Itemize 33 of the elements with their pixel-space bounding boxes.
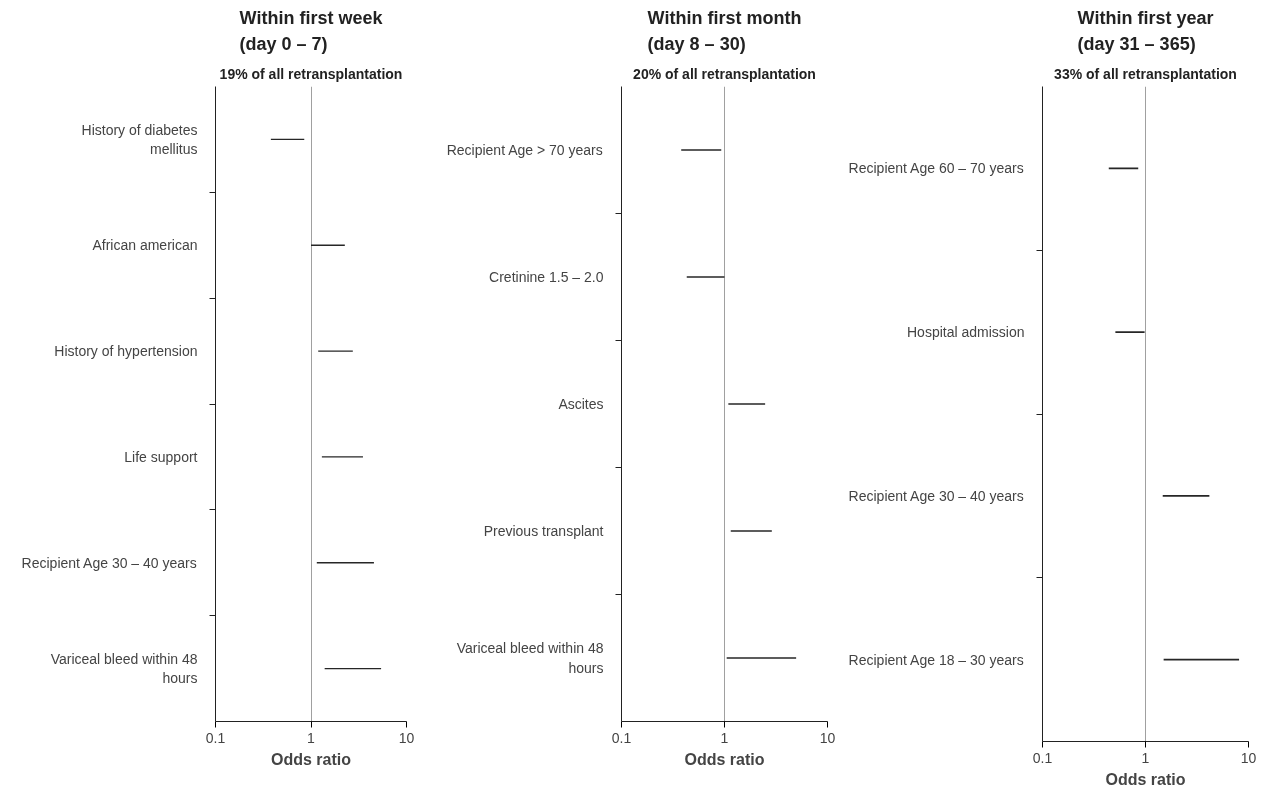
y-tick-label: Previous transplant: [483, 523, 604, 539]
x-tick-label: 10: [1240, 749, 1257, 766]
y-tick-label: Hospital admission: [907, 324, 1025, 341]
y-tick-label: Life support: [124, 448, 198, 465]
x-tick-label: 0.1: [205, 729, 226, 746]
x-tick-label: 1: [1141, 749, 1150, 766]
x-axis-title: Odds ratio: [684, 750, 765, 768]
x-axis-title: Odds ratio: [1105, 770, 1186, 788]
y-tick-label: History of hypertension: [54, 343, 198, 360]
chart-title: Within first week (day 0 – 7): [239, 7, 384, 54]
x-tick-label: 10: [398, 729, 415, 746]
x-axis-title: Odds ratio: [271, 750, 352, 768]
y-tick-label: Cretinine 1.5 – 2.0: [489, 269, 604, 285]
y-tick-label: Recipient Age 30 – 40 years: [21, 554, 197, 571]
y-tick-label: Recipient Age 18 – 30 years: [848, 651, 1024, 668]
y-tick-label: History of diabetes mellitus: [81, 121, 198, 158]
x-tick-label: 1: [307, 729, 316, 746]
y-tick-label: Recipient Age 60 – 70 years: [848, 160, 1024, 177]
x-tick-label: 1: [720, 729, 729, 746]
x-tick-label: 0.1: [611, 729, 632, 746]
y-tick-label: African american: [92, 237, 198, 254]
y-tick-label: Recipient Age > 70 years: [446, 142, 603, 158]
x-tick-label: 10: [819, 729, 836, 746]
x-tick-label: 0.1: [1032, 749, 1053, 766]
chart-title: Within first month (day 8 – 30): [647, 7, 802, 54]
y-tick-label: Recipient Age 30 – 40 years: [848, 487, 1024, 504]
chart-subtitle: 19% of all retransplantation: [219, 65, 403, 82]
chart-title: Within first year (day 31 – 365): [1077, 7, 1214, 54]
y-tick-label: Variceal bleed within 48 hours: [456, 640, 604, 676]
y-tick-label: Variceal bleed within 48 hours: [50, 650, 198, 687]
y-tick-label: Ascites: [558, 396, 604, 412]
chart-subtitle: 33% of all retransplantation: [1054, 65, 1237, 82]
chart-subtitle: 20% of all retransplantation: [633, 65, 816, 82]
